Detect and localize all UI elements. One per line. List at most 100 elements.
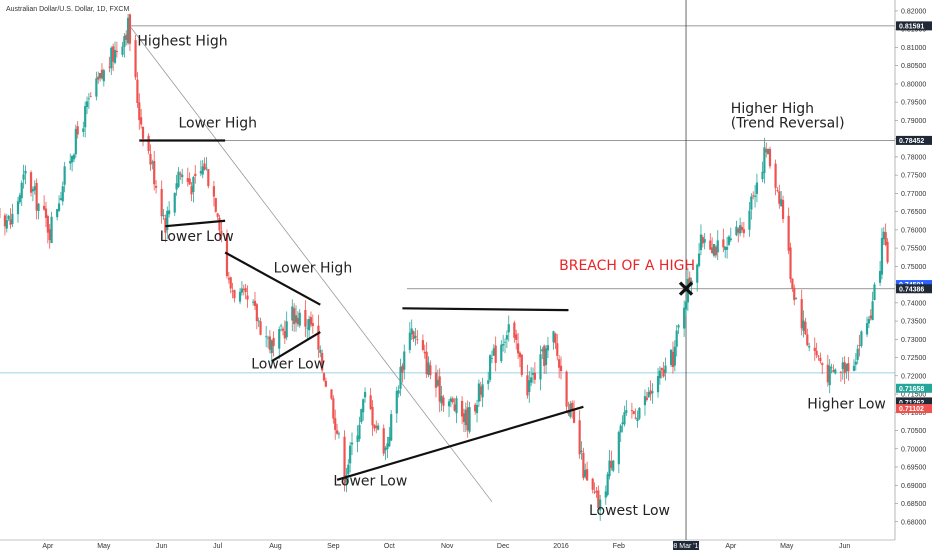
- price-tick-label: 0.73500: [901, 319, 926, 326]
- candle-body: [580, 450, 583, 453]
- annotation-label: Higher High: [731, 101, 814, 117]
- candle-body: [293, 308, 296, 325]
- candle-body: [369, 395, 372, 409]
- candle-body: [207, 169, 210, 187]
- candle-body: [166, 210, 169, 230]
- candle-body: [50, 216, 53, 244]
- candle-body: [322, 373, 326, 381]
- candle-body: [453, 404, 456, 411]
- candle-body: [162, 215, 165, 217]
- candle-body: [621, 422, 624, 424]
- candle-body: [658, 370, 661, 379]
- candle-body: [599, 499, 602, 511]
- candle-body: [789, 247, 792, 280]
- annotation-label: Lower High: [178, 116, 257, 132]
- candle-body: [630, 410, 634, 411]
- candle-body: [279, 325, 283, 327]
- candle-body: [347, 464, 350, 475]
- candle-body: [307, 319, 311, 331]
- candle-body: [800, 299, 803, 329]
- candle-body: [35, 182, 38, 211]
- candle-body: [151, 162, 154, 164]
- candle-body: [886, 241, 889, 263]
- crosshair-date-label: 08 Mar '16: [670, 543, 703, 550]
- candle-body: [363, 392, 367, 398]
- candle-body: [48, 229, 51, 241]
- price-tick-label: 0.78000: [901, 154, 926, 161]
- candle-body: [451, 398, 454, 403]
- time-tick-label: 2016: [553, 543, 569, 550]
- candle-body: [136, 79, 139, 104]
- annotation-label: Lower Low: [160, 229, 234, 245]
- candle-body: [806, 334, 809, 346]
- time-tick-label: Oct: [384, 543, 395, 550]
- time-tick-label: Nov: [441, 543, 454, 550]
- candle-body: [56, 209, 59, 218]
- candle-body: [416, 338, 419, 340]
- time-tick-label: Apr: [725, 543, 737, 550]
- candle-body: [711, 247, 714, 254]
- candle-body: [442, 397, 445, 406]
- candle-body: [89, 96, 92, 98]
- price-tick-label: 0.75500: [901, 246, 926, 253]
- candle-body: [610, 460, 613, 468]
- candle-body: [84, 106, 87, 128]
- candle-body: [556, 343, 559, 356]
- candle-body: [804, 321, 807, 335]
- candle-body: [649, 390, 652, 395]
- candle-body: [59, 198, 63, 201]
- price-tag-label: 0.71102: [899, 406, 924, 413]
- candle-body: [375, 425, 378, 429]
- candle-body: [492, 348, 495, 356]
- candle-body: [817, 355, 820, 357]
- candle-body: [390, 414, 393, 441]
- candle-body: [632, 411, 635, 414]
- candle-body: [349, 445, 352, 464]
- candle-body: [233, 290, 236, 299]
- candle-body: [742, 229, 745, 234]
- candle-body: [662, 369, 665, 377]
- candle-body: [854, 361, 857, 365]
- candle-body: [643, 396, 647, 406]
- candle-body: [22, 174, 25, 180]
- candle-body: [755, 182, 759, 194]
- candle-body: [714, 246, 717, 256]
- candle-body: [246, 295, 249, 300]
- candle-body: [110, 47, 113, 69]
- candle-body: [795, 298, 798, 299]
- candle-body: [214, 198, 217, 212]
- candle-body: [774, 163, 777, 188]
- candle-body: [82, 128, 85, 132]
- price-tag: [896, 404, 932, 414]
- candle-body: [108, 66, 111, 68]
- rising-support: [336, 405, 584, 481]
- candle-body: [438, 376, 441, 402]
- price-tick-label: 0.70500: [901, 428, 926, 435]
- candle-body: [373, 424, 376, 429]
- candle-body: [203, 163, 206, 170]
- candle-body: [281, 328, 285, 331]
- candle-body: [608, 460, 611, 477]
- price-tick-label: 0.69500: [901, 465, 926, 472]
- candle-body: [220, 230, 223, 236]
- time-tick-label: May: [780, 543, 794, 550]
- candle-body: [697, 253, 701, 266]
- candle-body: [778, 191, 781, 204]
- candle-body: [488, 355, 492, 380]
- candle-body: [18, 195, 21, 203]
- candle-body: [29, 172, 33, 193]
- candle-body: [586, 469, 589, 481]
- candle-body: [526, 375, 529, 396]
- price-tag: [896, 135, 932, 145]
- candle-body: [121, 46, 124, 55]
- candle-body: [343, 436, 346, 485]
- candle-body: [403, 351, 406, 370]
- candle-body: [147, 135, 150, 152]
- candle-body: [781, 200, 785, 220]
- candle-body: [813, 347, 816, 352]
- candle-body: [356, 435, 359, 442]
- candle-body: [408, 332, 411, 350]
- candle-body: [3, 215, 7, 227]
- candle-body: [231, 290, 234, 292]
